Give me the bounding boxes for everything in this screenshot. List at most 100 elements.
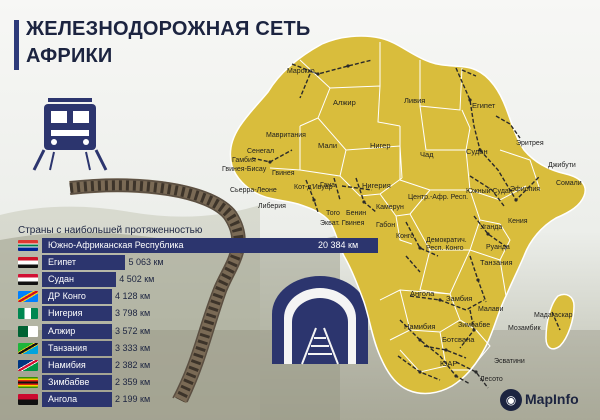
bar-value-label: 3 572 км [115,325,151,336]
chart-heading: Страны с наибольшей протяженностью [18,225,203,236]
country-label-niger: Нигер [370,141,391,150]
country-label-cote-divoire: Кот-д'Ивуар [294,184,333,191]
bar-row: Танзания 3 333 км [10,340,390,356]
bar-value-label: 2 382 км [115,359,151,370]
bar [42,340,112,356]
sudan-flag [18,274,38,286]
bar-category-label: Египет [48,257,77,268]
bar-category-label: Южно-Африканская Республика [48,240,184,250]
bar-value-label: 2 359 км [115,376,151,387]
bar-value-label: 2 199 км [115,393,151,404]
namibia-flag [18,359,38,371]
egypt-flag [18,257,38,269]
country-label-south-sudan: Южный Судан [466,188,513,195]
bar [42,255,126,271]
country-label-libya: Ливия [404,96,426,105]
bar-category-label: Судан [48,274,74,285]
globe-icon: ◉ [500,389,522,411]
bar-row: Ангола 2 199 км [10,391,390,407]
country-label-senegal: Сенегал [247,148,275,155]
bar-row: Нигерия 3 798 км [10,306,390,322]
country-label-guinea: Гвинея [272,170,295,177]
bar-row: Намибия 2 382 км [10,357,390,373]
nigeria-flag [18,308,38,320]
bar-value-label: 4 502 км [119,274,155,285]
country-label-mali: Мали [318,141,338,150]
bar-category-label: Алжир [48,325,76,336]
country-label-car: Центр.-Афр. Респ. [408,194,469,201]
country-label-botswana: Ботсвана [442,335,475,344]
country-borders [269,42,541,373]
bar-value-label: 3 798 км [115,308,151,319]
bar-category-label: ДР Конго [48,291,86,302]
bar-category-label: Ангола [48,393,78,404]
bar-category-label: Нигерия [48,308,83,319]
country-label-dr-congo: Демократич. Респ. Конго [426,237,467,252]
bar-value-label: 3 333 км [115,342,151,353]
brand-name: MapInfo [525,391,579,407]
country-label-djibouti: Джибути [548,162,576,169]
country-label-tanzania: Танзания [480,258,513,267]
station-dots [268,64,518,378]
title-accent-bar [14,20,19,70]
country-label-angola: Ангола [410,289,435,298]
bar-value-label: 4 128 км [115,291,151,302]
country-label-zambia: Замбия [446,294,473,303]
country-label-chad: Чад [420,150,434,159]
country-label-togo: Того [326,210,340,217]
bar-row: Южно-Африканская Республика 20 384 км [10,238,390,253]
country-label-lesotho: Лесото [480,376,503,383]
railway-length-bar-chart: Южно-Африканская Республика 20 384 км Егип… [10,238,390,408]
country-label-ghana: Гана [320,182,336,189]
country-label-gambia: Гамбия [232,157,256,164]
country-label-gabon: Габон [376,222,396,229]
page-title-line-2: АФРИКИ [26,45,113,67]
tanzania-flag [18,342,38,354]
country-label-sudan: Судан [466,147,488,156]
angola-flag [18,393,38,405]
bar [42,374,112,390]
country-label-nigeria: Нигерия [362,181,391,190]
bar [42,357,112,373]
country-label-egypt: Египет [472,101,496,110]
country-label-kenya: Кения [508,218,528,225]
tunnel-icon [272,276,368,365]
country-label-south-africa: ЮАР [440,359,458,368]
bar-category-label: Зимбабве [48,376,90,387]
country-label-malawi: Малави [478,306,504,313]
country-label-algeria: Алжир [333,98,356,107]
page-title-line-1: ЖЕЛЕЗНОДОРОЖНАЯ СЕТЬ [26,18,311,40]
country-label-somalia: Сомали [556,180,582,187]
country-label-morocco: Марокко [287,68,315,75]
bar-category-label: Танзания [48,342,88,353]
bar-row: Алжир 3 572 км [10,323,390,339]
country-label-uganda: Уганда [480,224,503,231]
bar-value-label: 5 063 км [128,257,164,268]
country-label-namibia: Намибия [404,322,436,331]
country-label-rwanda: Руанда [486,244,510,251]
bar [42,289,112,305]
country-label-zimbabwe: Зимбабве [458,322,491,329]
bar [42,306,112,322]
zimbabwe-flag [18,376,38,388]
country-label-guinea-bissau: Гвинея-Бисау [222,166,267,173]
bar [42,391,112,407]
bar-row: Зимбабве 2 359 км [10,374,390,390]
bar-row: ДР Конго 4 128 км [10,289,390,305]
bar-category-label: Намибия [48,359,86,370]
country-label-sierra-leone: Сьерра-Леоне [230,187,277,194]
country-label-eswatini: Эсватини [494,358,525,365]
train-icon [32,98,108,171]
country-label-ethiopia: Эфиопия [510,186,541,193]
bar [42,272,117,288]
country-label-eq-guinea: Экват. Гвинея [320,220,365,227]
bar-row: Египет 5 063 км [10,255,390,271]
south-africa-flag [18,240,38,251]
country-label-madagascar: Мадагаскар [534,312,573,319]
bar-value-label: 20 384 км [318,240,359,250]
country-label-mozambique: Мозамбик [508,325,541,332]
country-label-liberia: Либерия [258,203,286,210]
country-label-benin: Бенин [346,210,367,217]
country-label-congo: Конго [396,233,415,240]
